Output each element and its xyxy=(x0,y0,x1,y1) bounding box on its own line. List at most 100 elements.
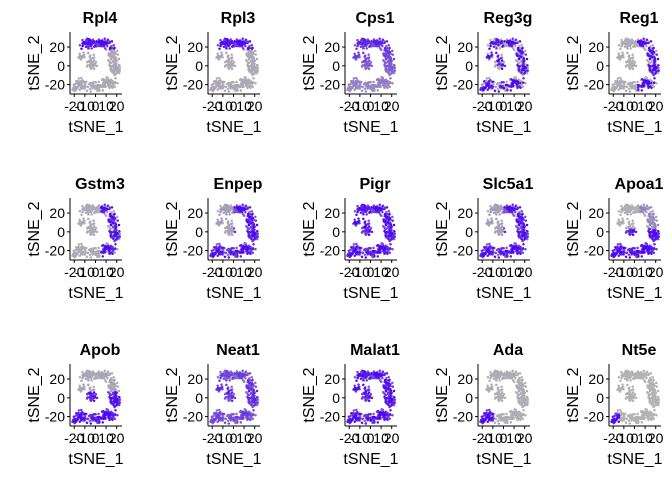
cell-point xyxy=(225,217,228,221)
cell-point xyxy=(363,87,367,91)
cell-point xyxy=(229,56,233,60)
cell-point xyxy=(500,67,504,70)
cell-point xyxy=(358,80,361,84)
cell-point xyxy=(114,68,118,72)
cell-point xyxy=(215,243,219,246)
cell-point xyxy=(85,211,89,214)
cell-point xyxy=(230,39,234,43)
y-tick-label: 20 xyxy=(588,39,604,55)
cell-point xyxy=(252,77,255,80)
cell-point xyxy=(521,247,525,250)
cell-point xyxy=(518,206,522,209)
cell-point xyxy=(651,55,654,59)
cell-point xyxy=(362,51,365,55)
cell-point xyxy=(226,253,230,257)
cell-point xyxy=(377,250,381,253)
cell-point xyxy=(240,206,244,210)
cell-point xyxy=(390,232,393,235)
cell-point xyxy=(91,253,94,256)
cell-point xyxy=(114,57,118,60)
cell-point xyxy=(377,40,381,44)
cell-point xyxy=(219,38,222,42)
cell-point xyxy=(649,49,653,52)
cell-point xyxy=(232,61,236,64)
y-tick-label: -20 xyxy=(45,243,65,259)
cell-point xyxy=(109,57,113,61)
cell-point xyxy=(495,47,498,50)
cell-point xyxy=(352,77,356,80)
cell-point xyxy=(236,254,239,258)
cell-point xyxy=(89,90,93,93)
cell-point xyxy=(520,213,524,216)
cell-point xyxy=(253,71,256,74)
cell-point xyxy=(361,230,364,233)
cell-point xyxy=(517,223,521,227)
cell-point xyxy=(393,64,396,67)
cell-point xyxy=(526,230,529,233)
x-axis-label: tSNE_1 xyxy=(476,119,531,136)
cell-point xyxy=(383,229,386,233)
cell-point xyxy=(369,252,373,256)
cell-point xyxy=(87,47,90,50)
cell-point xyxy=(238,206,241,209)
cell-point xyxy=(655,82,658,85)
cell-point xyxy=(252,60,256,63)
cell-point xyxy=(390,65,393,68)
cell-point xyxy=(219,210,222,214)
cell-point xyxy=(391,248,394,251)
cell-point xyxy=(655,215,658,219)
cell-point xyxy=(246,246,250,250)
cell-point xyxy=(376,255,380,258)
cell-point xyxy=(501,44,505,47)
cell-point xyxy=(90,228,93,232)
cell-point xyxy=(614,80,617,83)
cell-point xyxy=(229,207,233,211)
cell-point xyxy=(631,53,634,57)
cell-point xyxy=(230,59,234,62)
cell-point xyxy=(110,215,114,218)
x-tick-label: 20 xyxy=(109,98,125,114)
cell-point xyxy=(499,84,502,88)
cell-point xyxy=(115,66,118,69)
cell-point xyxy=(75,80,78,83)
cell-point xyxy=(489,44,492,48)
cell-point xyxy=(240,45,243,48)
cell-point xyxy=(511,81,515,85)
cell-point xyxy=(514,59,518,62)
y-axis-label: tSNE_2 xyxy=(26,201,43,256)
cell-point xyxy=(513,207,516,211)
cell-point xyxy=(378,213,382,216)
cell-point xyxy=(100,84,103,88)
cell-point xyxy=(86,230,89,233)
cell-point xyxy=(519,86,522,89)
cell-point xyxy=(112,50,116,53)
cell-point xyxy=(625,42,628,46)
cell-point xyxy=(486,220,490,224)
cell-point xyxy=(218,213,221,216)
cell-point xyxy=(649,40,653,43)
cell-point xyxy=(649,65,652,68)
cell-point xyxy=(640,89,644,92)
x-tick-label: 0 xyxy=(92,98,100,114)
cell-point xyxy=(247,57,251,61)
cell-point xyxy=(393,69,396,72)
cell-point xyxy=(486,218,489,221)
cell-point xyxy=(653,68,657,72)
cell-point xyxy=(500,59,504,62)
cell-point xyxy=(95,230,99,234)
cell-point xyxy=(352,243,356,246)
cell-point xyxy=(491,206,494,210)
y-tick-label: 20 xyxy=(324,39,340,55)
cell-point xyxy=(245,82,249,86)
cell-point xyxy=(81,208,85,211)
cell-point xyxy=(388,68,391,71)
cell-point xyxy=(220,220,223,224)
cell-point xyxy=(80,213,83,216)
cell-point xyxy=(488,47,491,50)
cell-point xyxy=(485,84,488,87)
cell-point xyxy=(375,206,378,209)
cell-point xyxy=(247,223,251,227)
cell-point xyxy=(369,61,373,64)
